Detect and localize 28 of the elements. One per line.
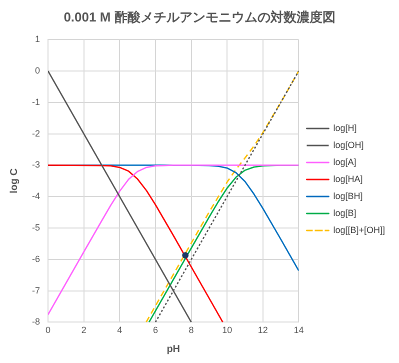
x-tick-label: 0 <box>45 325 51 336</box>
y-tick-label: -1 <box>32 96 40 107</box>
legend-label: log[[B]+[OH]] <box>333 224 386 235</box>
x-tick-label: 14 <box>294 325 304 336</box>
x-tick-label: 12 <box>258 325 268 336</box>
y-tick-label: -3 <box>32 160 40 170</box>
y-axis-title: log C <box>8 168 20 194</box>
y-tick-label: -6 <box>32 254 40 264</box>
y-tick-label: -8 <box>32 316 40 327</box>
legend-label: log[HA] <box>333 174 363 184</box>
y-tick-label: 0 <box>34 65 40 76</box>
x-tick-label: 4 <box>117 325 122 336</box>
x-tick-label: 10 <box>222 325 232 336</box>
y-tick-label: -4 <box>32 191 40 202</box>
x-tick-label: 8 <box>188 325 194 336</box>
x-axis-title: pH <box>166 344 180 355</box>
y-tick-label: -2 <box>32 128 40 138</box>
legend-label: log[B] <box>333 208 356 218</box>
chart-title: 0.001 M 酢酸メチルアンモニウムの対数濃度図 <box>64 9 336 24</box>
x-tick-label: 6 <box>152 325 158 336</box>
legend-label: log[OH] <box>333 140 364 150</box>
x-tick-label: 2 <box>81 325 86 336</box>
y-tick-label: 1 <box>34 34 40 44</box>
y-tick-label: -7 <box>32 285 40 296</box>
legend-label: log[A] <box>333 156 356 167</box>
y-tick-label: -5 <box>32 222 40 232</box>
legend-label: log[BH] <box>333 190 363 201</box>
legend-label: log[H] <box>333 122 357 133</box>
